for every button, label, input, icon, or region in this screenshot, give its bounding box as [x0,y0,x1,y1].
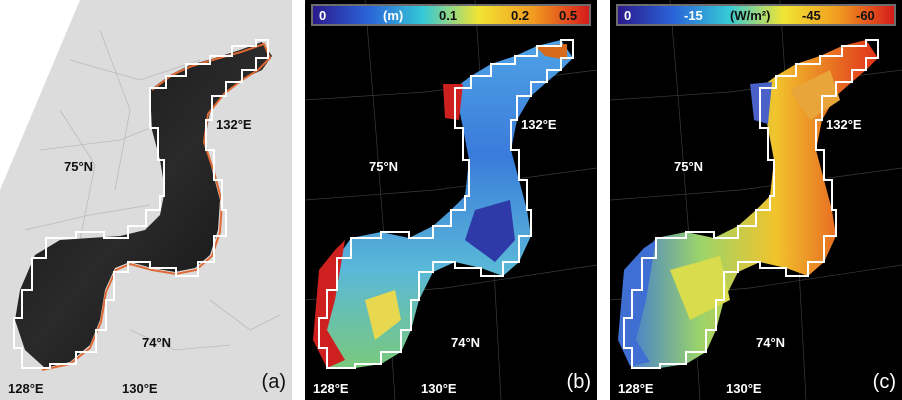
lat-label-75n: 75°N [674,159,704,174]
colorbar-unit: (m) [383,8,404,23]
colorbar-tick: 0 [319,8,327,23]
lat-label-74n: 74°N [451,335,481,350]
lon-label-128e: 128°E [8,381,44,396]
lat-label-75n: 75°N [64,159,94,174]
heat-flux-map [610,0,902,400]
colorbar-tick: 0.5 [559,8,578,23]
lat-label-74n: 74°N [142,335,172,350]
polynya-outline [13,39,269,369]
lon-label-130e: 130°E [122,381,158,396]
lon-label-128e: 128°E [313,381,349,396]
colorbar-tick: 0 [624,8,632,23]
lon-label-132e: 132°E [826,117,862,132]
panel-b: 0 (m) 0.1 0.2 0.5 75°N 74°N 132°E 128°E … [305,0,597,400]
panel-label-c: (c) [872,371,896,393]
polynya-outline-c [623,39,879,369]
panel-c: 0 -15 (W/m²) -45 -60 75°N 74°N 132°E 128… [610,0,902,400]
panel-label-b: (b) [566,371,591,393]
satellite-image [0,0,292,400]
colorbar-tick: -45 [802,8,821,23]
lon-label-132e: 132°E [521,117,557,132]
lon-label-130e: 130°E [421,381,457,396]
colorbar-tick: -15 [684,8,703,23]
colorbar-tick: -60 [856,8,875,23]
panel-a: 75°N 74°N 132°E 128°E 130°E (a) [0,0,292,400]
colorbar-c: 0 -15 (W/m²) -45 -60 [616,4,896,26]
ice-edge-line [41,42,272,371]
lat-label-75n: 75°N [369,159,399,174]
polynya-outline-b [318,39,574,369]
lon-label-128e: 128°E [618,381,654,396]
lon-label-132e: 132°E [216,117,252,132]
colorbar-tick: 0.2 [511,8,530,23]
panel-label-a: (a) [261,371,286,393]
lat-label-74n: 74°N [756,335,786,350]
colorbar-b: 0 (m) 0.1 0.2 0.5 [311,4,591,26]
colorbar-tick: 0.1 [439,8,458,23]
thickness-map [305,0,597,400]
lon-label-130e: 130°E [726,381,762,396]
colorbar-unit: (W/m²) [730,8,771,23]
